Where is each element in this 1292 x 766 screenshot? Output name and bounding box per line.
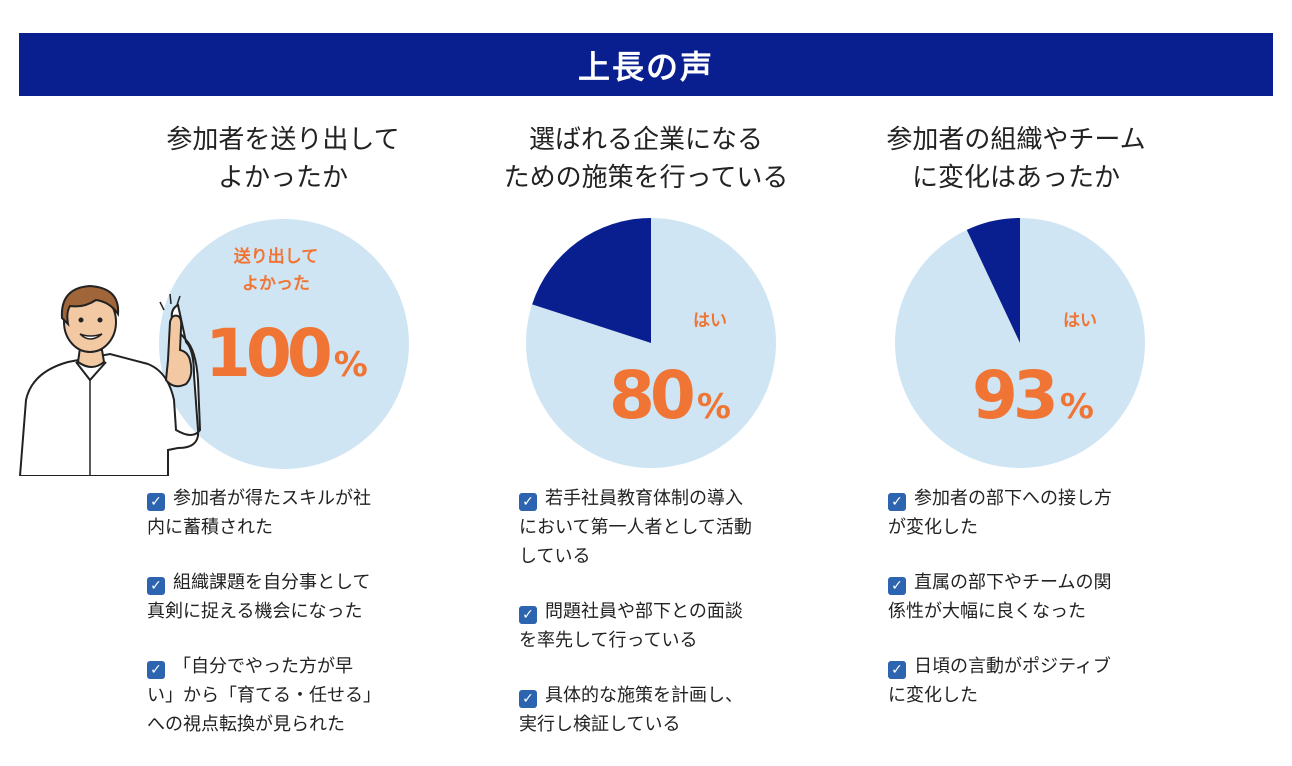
checklist-item-text: において第一人者として活動 xyxy=(519,517,752,538)
checklist-item: ✓ 直属の部下やチームの関係性が大幅に良くなった xyxy=(888,568,1178,626)
checklist-item: ✓ 参加者の部下への接し方が変化した xyxy=(888,484,1178,542)
pie-1-label-line-2: よかった xyxy=(242,274,310,294)
checklist-item-text: 真剣に捉える機会になった xyxy=(147,601,363,622)
checklist-item-line: い」から「育てる・任せる」 xyxy=(147,681,437,710)
column-1-checklist: ✓ 参加者が得たスキルが社内に蓄積された ✓ 組織課題を自分事として真剣に捉える機会に… xyxy=(147,484,437,765)
pie-3-percent-value: 93 xyxy=(972,357,1059,434)
checkbox-checked-icon: ✓ xyxy=(888,577,906,595)
checkbox-checked-icon: ✓ xyxy=(147,577,165,595)
column-2-checklist: ✓ 若手社員教育体制の導入において第一人者として活動 している ✓ 問題社員や部下との面… xyxy=(519,484,809,765)
checklist-item: ✓ 若手社員教育体制の導入において第一人者として活動 している xyxy=(519,484,809,571)
checklist-item: ✓ 問題社員や部下との面談を率先して行っている xyxy=(519,597,809,655)
column-2-title-line-1: 選ばれる企業になる xyxy=(528,125,763,155)
column-3-title-line-1: 参加者の組織やチーム xyxy=(886,125,1146,155)
checklist-item-line: ✓ 参加者の部下への接し方 xyxy=(888,484,1178,513)
checklist-item-text: に変化した xyxy=(888,685,978,706)
checklist-item-text: 問題社員や部下との面談 xyxy=(545,601,743,622)
column-3-checklist: ✓ 参加者の部下への接し方が変化した ✓ 直属の部下やチームの関係性が大幅に良くなった… xyxy=(888,484,1178,736)
pie-2-percent: 80% xyxy=(609,357,731,434)
checklist-item-text: 組織課題を自分事として xyxy=(173,572,371,593)
checklist-item-line: において第一人者として活動 xyxy=(519,513,809,542)
checklist-item-line: ✓ 若手社員教育体制の導入 xyxy=(519,484,809,513)
checklist-item-text: 「自分でやった方が早 xyxy=(173,656,353,677)
checkbox-checked-icon: ✓ xyxy=(519,606,537,624)
checklist-item-text: 参加者の部下への接し方 xyxy=(914,488,1112,509)
checklist-item-text: 具体的な施策を計画し、 xyxy=(545,685,743,706)
header-banner: 上長の声 xyxy=(19,33,1273,96)
checklist-item-line: 真剣に捉える機会になった xyxy=(147,597,437,626)
checkbox-checked-icon: ✓ xyxy=(147,661,165,679)
checklist-item-text: 実行し検証している xyxy=(519,714,681,735)
column-2-title-line-2: ための施策を行っている xyxy=(503,163,789,193)
checklist-item-text: を率先して行っている xyxy=(519,630,698,651)
checklist-item-text: 若手社員教育体制の導入 xyxy=(545,488,743,509)
checklist-item-line: している xyxy=(519,542,809,571)
checklist-item: ✓ 具体的な施策を計画し、実行し検証している xyxy=(519,681,809,739)
pie-slice-other xyxy=(532,218,651,343)
pie-3-label: はい xyxy=(1050,308,1110,335)
person-illustration xyxy=(18,284,202,476)
column-2-title: 選ばれる企業になる ための施策を行っている xyxy=(466,121,826,197)
pie-chart-2 xyxy=(526,218,776,468)
checkbox-checked-icon: ✓ xyxy=(147,493,165,511)
checklist-item-line: ✓ 問題社員や部下との面談 xyxy=(519,597,809,626)
checklist-item-text: への視点転換が見られた xyxy=(147,714,345,735)
checkbox-checked-icon: ✓ xyxy=(888,493,906,511)
checklist-item-text: 参加者が得たスキルが社 xyxy=(173,488,371,509)
pie-1-percent-value: 100 xyxy=(205,315,333,392)
checklist-item-line: への視点転換が見られた xyxy=(147,710,437,739)
checkbox-checked-icon: ✓ xyxy=(519,690,537,708)
checklist-item-text: が変化した xyxy=(888,517,978,538)
checklist-item-line: 実行し検証している xyxy=(519,710,809,739)
pie-2-percent-sign: % xyxy=(696,387,731,427)
checklist-item: ✓ 参加者が得たスキルが社内に蓄積された xyxy=(147,484,437,542)
pie-2-label-line-1: はい xyxy=(693,311,727,331)
checklist-item-text: 直属の部下やチームの関 xyxy=(914,572,1112,593)
checklist-item-text: 内に蓄積された xyxy=(147,517,273,538)
pie-slice-other xyxy=(966,218,1020,343)
checkbox-checked-icon: ✓ xyxy=(888,661,906,679)
pie-3-label-line-1: はい xyxy=(1063,311,1097,331)
checklist-item-line: を率先して行っている xyxy=(519,626,809,655)
checklist-item-text: 日頃の言動がポジティブ xyxy=(914,656,1111,677)
checklist-item-line: に変化した xyxy=(888,681,1178,710)
column-3-title: 参加者の組織やチーム に変化はあったか xyxy=(836,121,1196,197)
pie-chart-3 xyxy=(895,218,1145,468)
column-1-title-line-1: 参加者を送り出して xyxy=(166,125,400,155)
pie-2-label: はい xyxy=(680,308,740,335)
checklist-item-line: ✓ 組織課題を自分事として xyxy=(147,568,437,597)
checklist-item: ✓ 「自分でやった方が早い」から「育てる・任せる」 への視点転換が見られた xyxy=(147,652,437,739)
checklist-item-line: 係性が大幅に良くなった xyxy=(888,597,1178,626)
checklist-item: ✓ 日頃の言動がポジティブに変化した xyxy=(888,652,1178,710)
column-1-title: 参加者を送り出して よかったか xyxy=(103,121,463,197)
checklist-item-text: 係性が大幅に良くなった xyxy=(888,601,1086,622)
checklist-item-line: ✓ 「自分でやった方が早 xyxy=(147,652,437,681)
header-title: 上長の声 xyxy=(577,47,714,86)
checklist-item-line: ✓ 具体的な施策を計画し、 xyxy=(519,681,809,710)
checklist-item: ✓ 組織課題を自分事として真剣に捉える機会になった xyxy=(147,568,437,626)
pie-1-label: 送り出して よかった xyxy=(206,244,346,298)
column-3-title-line-2: に変化はあったか xyxy=(911,163,1120,193)
pie-2-percent-value: 80 xyxy=(609,357,696,434)
pie-1-percent-sign: % xyxy=(333,345,368,385)
checklist-item-line: ✓ 参加者が得たスキルが社 xyxy=(147,484,437,513)
pie-3-percent-sign: % xyxy=(1059,387,1094,427)
pie-chart-1 xyxy=(159,219,409,469)
checklist-item-line: が変化した xyxy=(888,513,1178,542)
pie-3-percent: 93% xyxy=(972,357,1094,434)
checklist-item-text: している xyxy=(519,546,591,567)
checklist-item-line: ✓ 直属の部下やチームの関 xyxy=(888,568,1178,597)
checklist-item-line: ✓ 日頃の言動がポジティブ xyxy=(888,652,1178,681)
pie-slice-main xyxy=(159,219,409,469)
checklist-item-line: 内に蓄積された xyxy=(147,513,437,542)
pie-1-percent: 100% xyxy=(205,315,368,392)
column-1-title-line-2: よかったか xyxy=(217,163,348,193)
pie-1-label-line-1: 送り出して xyxy=(233,247,319,267)
checkbox-checked-icon: ✓ xyxy=(519,493,537,511)
checklist-item-text: い」から「育てる・任せる」 xyxy=(147,685,381,706)
